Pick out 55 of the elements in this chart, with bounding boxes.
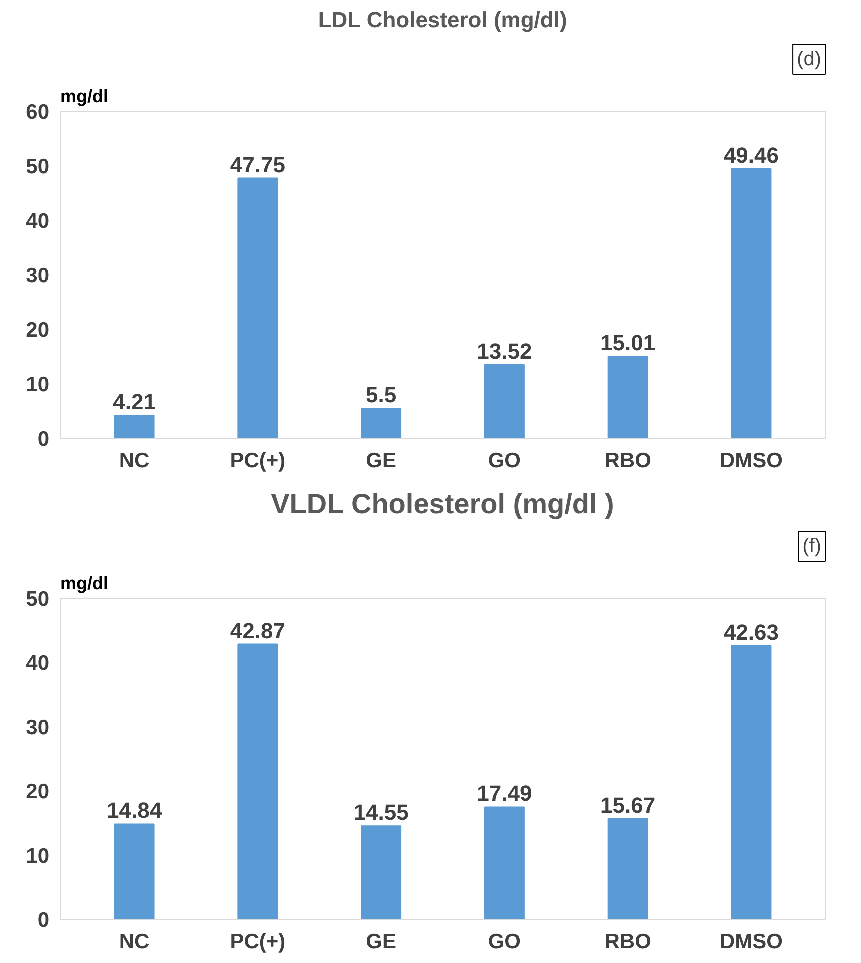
x-tick-label: DMSO — [720, 930, 783, 954]
x-tick-label: DMSO — [720, 450, 783, 472]
y-tick-label: 20 — [26, 780, 50, 804]
x-tick-label: RBO — [604, 930, 652, 954]
text: (d) — [797, 48, 822, 70]
x-tick-label: GE — [366, 930, 396, 954]
data-label: 47.75 — [230, 152, 286, 178]
data-label: 13.52 — [477, 338, 532, 364]
x-tick-label: PC(+) — [230, 930, 286, 954]
data-label: 4.21 — [113, 390, 156, 415]
y-tick-label: 0 — [38, 428, 50, 451]
text: (f) — [802, 536, 822, 558]
bar — [608, 818, 648, 920]
x-tick-label: GO — [488, 450, 522, 472]
chart-title: VLDL Cholesterol (mg/dl ) — [271, 488, 614, 520]
y-tick-label: 50 — [26, 588, 50, 611]
chart-title: LDL Cholesterol (mg/dl) — [318, 8, 568, 32]
bar — [484, 364, 525, 438]
x-tick-label: PC(+) — [230, 450, 286, 472]
y-tick-label: 0 — [38, 909, 50, 932]
data-label: 42.63 — [724, 620, 780, 645]
x-tick-label: RBO — [604, 450, 652, 472]
y-tick-label: 20 — [26, 319, 50, 342]
x-tick-label: NC — [119, 450, 150, 472]
bar — [731, 645, 772, 920]
y-tick-label: 40 — [26, 210, 50, 233]
y-tick-label: 30 — [26, 716, 50, 740]
y-tick-label: 10 — [26, 374, 50, 396]
y-axis-title: mg/dl — [60, 574, 108, 594]
data-label: 42.87 — [230, 618, 286, 644]
bar — [484, 806, 525, 920]
bar — [608, 356, 648, 438]
y-tick-label: 60 — [26, 101, 50, 124]
bar — [238, 644, 278, 920]
x-tick-label: NC — [119, 930, 150, 954]
bar — [361, 826, 402, 920]
bar — [238, 178, 278, 438]
bar — [114, 824, 155, 920]
data-label: 5.5 — [366, 382, 397, 408]
x-tick-label: GE — [366, 450, 396, 472]
y-tick-label: 50 — [26, 156, 50, 178]
y-tick-label: 40 — [26, 652, 50, 676]
x-tick-label: GO — [488, 930, 522, 954]
y-tick-label: 30 — [26, 264, 50, 288]
bar — [114, 415, 155, 438]
bar — [361, 408, 402, 438]
data-label: 17.49 — [477, 781, 532, 806]
y-tick-label: 10 — [26, 844, 50, 868]
data-label: 14.55 — [354, 800, 409, 826]
bar — [731, 168, 772, 438]
data-label: 15.67 — [600, 792, 656, 818]
y-axis-title: mg/dl — [60, 86, 108, 106]
data-label: 14.84 — [107, 798, 163, 824]
data-label: 15.01 — [600, 330, 656, 356]
data-label: 49.46 — [724, 142, 780, 168]
